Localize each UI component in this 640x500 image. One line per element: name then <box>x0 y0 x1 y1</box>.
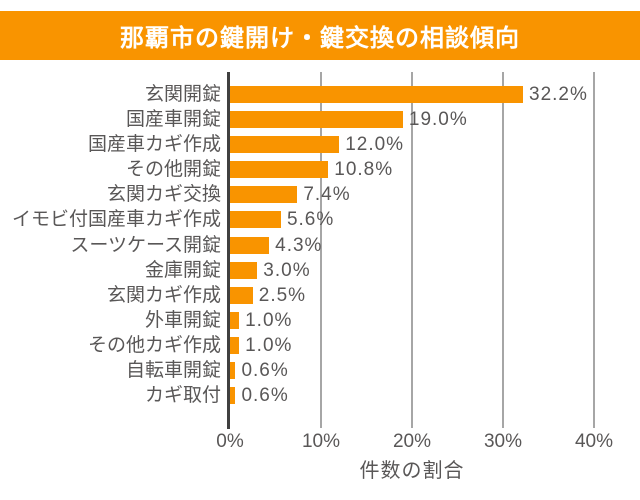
bar-row: 国産車開錠 19.0% <box>0 107 594 132</box>
bar <box>230 86 524 104</box>
bar-track: 7.4% <box>230 185 594 204</box>
bar <box>230 311 240 329</box>
x-axis-tick-labels: 0% 10% 20% 30% 40% <box>216 431 613 454</box>
bar-row: 玄関カギ作成 2.5% <box>0 283 594 308</box>
value-label: 19.0% <box>408 109 468 131</box>
bar-row: カギ取付 0.6% <box>0 383 594 408</box>
bar <box>230 186 298 204</box>
bar-track: 2.5% <box>230 286 594 305</box>
gridline <box>320 72 322 428</box>
category-label: 玄関カギ作成 <box>106 284 221 306</box>
y-axis-line <box>227 72 230 429</box>
bar <box>230 136 340 154</box>
category-label: その他開錠 <box>125 159 221 181</box>
bar <box>230 286 253 304</box>
bar-row: 玄関開錠 32.2% <box>0 82 594 107</box>
bar <box>230 211 281 229</box>
bar-track: 32.2% <box>230 85 594 104</box>
category-label: イモビ付国産車カギ作成 <box>11 209 221 231</box>
bar <box>230 336 240 354</box>
bar <box>230 386 236 404</box>
value-label: 4.3% <box>275 234 323 256</box>
value-label: 12.0% <box>345 134 405 156</box>
bar-row: スーツケース開錠 4.3% <box>0 232 594 257</box>
bar-track: 12.0% <box>230 135 594 154</box>
bar <box>230 161 329 179</box>
bar-row: 外車開錠 1.0% <box>0 308 594 333</box>
category-label: その他カギ作成 <box>87 334 221 356</box>
bar-track: 5.6% <box>230 210 594 229</box>
category-label: 玄関カギ交換 <box>106 184 221 206</box>
value-label: 1.0% <box>245 334 293 356</box>
value-label: 0.6% <box>241 384 289 406</box>
bar-track: 19.0% <box>230 110 594 129</box>
category-label: カギ取付 <box>144 384 221 406</box>
category-label: 国産車カギ作成 <box>87 134 221 156</box>
chart-title-bar: 那覇市の鍵開け・鍵交換の相談傾向 <box>0 11 640 60</box>
chart-title: 那覇市の鍵開け・鍵交換の相談傾向 <box>120 25 520 52</box>
bar <box>230 361 236 379</box>
value-label: 10.8% <box>334 159 394 181</box>
x-axis-tick: 20% <box>392 431 432 452</box>
x-axis-tick: 0% <box>216 431 244 452</box>
bar-track: 4.3% <box>230 236 594 255</box>
category-label: 金庫開錠 <box>144 259 221 281</box>
bar <box>230 236 270 254</box>
bar-track: 3.0% <box>230 261 594 280</box>
value-label: 5.6% <box>286 209 335 231</box>
value-label: 7.4% <box>303 184 351 206</box>
bar-row: その他開錠 10.8% <box>0 157 594 182</box>
bar-track: 10.8% <box>230 160 594 179</box>
x-axis-tick: 40% <box>574 431 614 452</box>
x-axis-label: 件数の割合 <box>359 460 465 482</box>
value-label: 3.0% <box>263 259 311 281</box>
x-axis-tick: 10% <box>301 431 341 452</box>
bar-rows: 玄関開錠 32.2% 国産車開錠 19.0% 国産車カギ作成 12.0% その他… <box>0 72 594 424</box>
category-label: 自転車開錠 <box>125 359 221 381</box>
bar-row: その他カギ作成 1.0% <box>0 333 594 358</box>
category-label: 玄関開錠 <box>144 84 221 106</box>
category-label: スーツケース開錠 <box>70 234 221 256</box>
bar-track: 0.6% <box>230 361 594 380</box>
bar-row: 玄関カギ交換 7.4% <box>0 182 594 207</box>
value-label: 0.6% <box>241 359 289 381</box>
bar-row: イモビ付国産車カギ作成 5.6% <box>0 207 594 232</box>
x-axis-tick: 30% <box>483 431 523 452</box>
gridline <box>411 72 413 428</box>
gridlines <box>230 72 595 428</box>
value-label: 1.0% <box>245 309 293 331</box>
bar-row: 自転車開錠 0.6% <box>0 358 594 383</box>
bar <box>230 111 403 129</box>
bar-track: 1.0% <box>230 311 594 330</box>
bar-track: 1.0% <box>230 336 594 355</box>
bar <box>230 261 258 279</box>
gridline <box>502 72 504 428</box>
bar-row: 国産車カギ作成 12.0% <box>0 132 594 157</box>
gridline <box>593 72 595 428</box>
category-label: 国産車開錠 <box>125 109 221 131</box>
value-label: 2.5% <box>258 284 307 306</box>
bar-track: 0.6% <box>230 386 594 405</box>
value-label: 32.2% <box>529 84 588 106</box>
bar-row: 金庫開錠 3.0% <box>0 258 594 283</box>
category-label: 外車開錠 <box>144 309 221 331</box>
